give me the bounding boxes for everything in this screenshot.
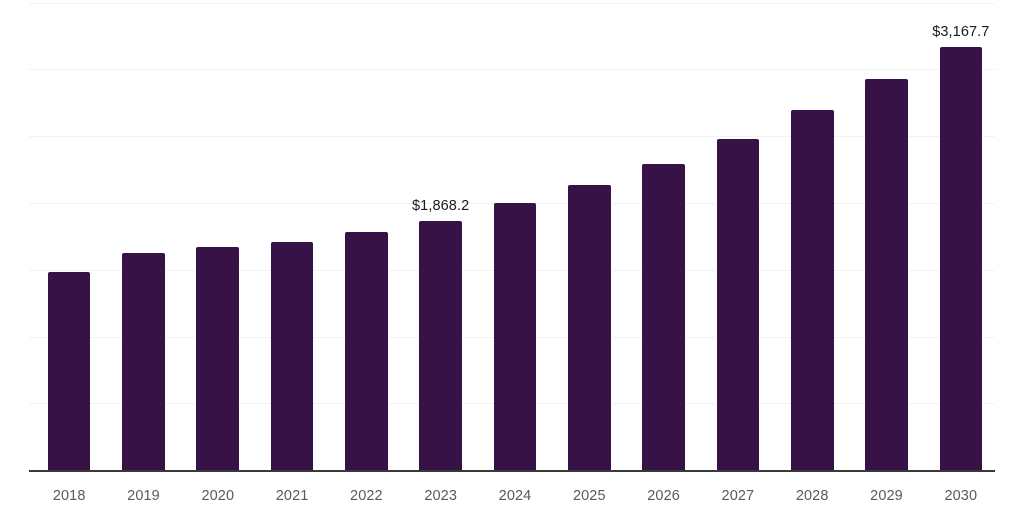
x-tick-label-2027: 2027	[721, 488, 755, 504]
bar-2030[interactable]	[939, 47, 983, 470]
bar-group[interactable]	[47, 0, 91, 470]
bar-2019[interactable]	[122, 253, 165, 470]
bar-2025[interactable]	[568, 185, 611, 470]
x-tick-label-2028: 2028	[795, 488, 829, 504]
plot-area: $1,868.2 $3,167.7	[29, 0, 995, 470]
bar-2020[interactable]	[196, 247, 240, 470]
bar-group[interactable]	[716, 0, 760, 470]
bar-2029[interactable]	[865, 79, 908, 470]
bar-group[interactable]	[568, 0, 611, 470]
bar-group[interactable]	[642, 0, 685, 470]
x-tick-label-2029: 2029	[870, 488, 903, 504]
x-tick-label-2023: 2023	[424, 488, 458, 504]
gridline	[29, 2, 995, 4]
bar-group[interactable]	[493, 0, 537, 470]
x-axis-line	[29, 470, 995, 472]
bar-group[interactable]	[865, 0, 908, 470]
bar-2026[interactable]	[642, 164, 685, 470]
x-tick-label-2018: 2018	[52, 488, 86, 504]
x-axis-labels: 2018 2019 2020 2021 2022 2023 2024 2025 2026 2027…	[29, 470, 995, 512]
x-tick-label-2021: 2021	[275, 488, 309, 504]
bar-2028[interactable]	[790, 110, 834, 470]
bar-value-label-2023: $1,868.2	[412, 197, 470, 214]
bar-group[interactable]	[345, 0, 388, 470]
bar-group[interactable]	[790, 0, 834, 470]
x-tick-label-2026: 2026	[647, 488, 680, 504]
bar-group[interactable]: $3,167.7	[932, 0, 989, 470]
bar-2018[interactable]	[47, 272, 91, 470]
x-tick-label-2024: 2024	[498, 488, 532, 504]
bar-group[interactable]: $1,868.2	[412, 0, 469, 470]
bar-2022[interactable]	[345, 232, 388, 470]
x-tick-label-2025: 2025	[572, 488, 606, 504]
bar-2021[interactable]	[270, 242, 314, 470]
bar-2023[interactable]	[419, 220, 462, 470]
bar-2024[interactable]	[493, 202, 537, 470]
x-tick-label-2019: 2019	[127, 488, 160, 504]
bar-group[interactable]	[122, 0, 165, 470]
x-tick-label-2030: 2030	[944, 488, 978, 504]
bar-group[interactable]	[196, 0, 240, 470]
bar-group[interactable]	[270, 0, 314, 470]
x-tick-label-2020: 2020	[201, 488, 235, 504]
bar-2027[interactable]	[716, 139, 760, 470]
gridline	[29, 69, 995, 71]
x-tick-label-2022: 2022	[350, 488, 383, 504]
bar-value-label-2030: $3,167.7	[932, 24, 990, 40]
gridline	[29, 136, 995, 138]
